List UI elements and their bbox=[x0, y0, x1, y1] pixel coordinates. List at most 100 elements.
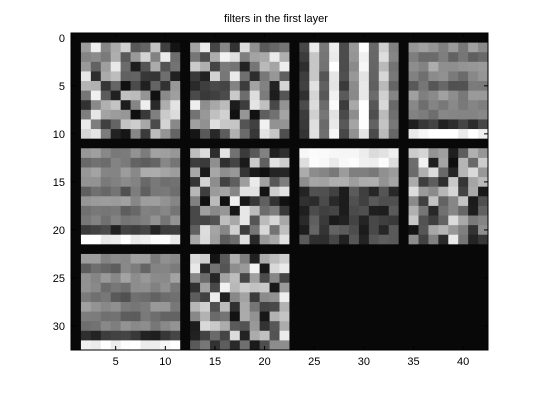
image-cell bbox=[90, 244, 102, 255]
image-cell bbox=[339, 321, 350, 332]
x-axis: 5 10 15 20 25 30 35 40 bbox=[113, 33, 469, 368]
image-cell bbox=[408, 273, 419, 284]
image-cell bbox=[140, 225, 151, 236]
image-cell bbox=[329, 215, 340, 226]
image-cell bbox=[229, 311, 241, 322]
image-cell bbox=[418, 311, 429, 322]
image-cell bbox=[368, 109, 380, 120]
image-cell bbox=[438, 129, 449, 140]
image-cell bbox=[349, 196, 360, 207]
image-cell bbox=[140, 253, 151, 264]
image-cell bbox=[388, 244, 400, 255]
image-cell bbox=[229, 42, 241, 53]
image-cell bbox=[468, 196, 479, 207]
image-cell bbox=[319, 234, 330, 245]
image-cell bbox=[210, 263, 221, 274]
image-cell bbox=[309, 225, 320, 236]
image-cell bbox=[408, 100, 419, 111]
image-cell bbox=[279, 340, 290, 351]
image-cell bbox=[438, 33, 449, 44]
image-cell bbox=[71, 71, 82, 82]
image-cell bbox=[200, 100, 211, 111]
image-cell bbox=[398, 42, 409, 53]
image-cell bbox=[309, 71, 320, 82]
image-cell bbox=[458, 273, 469, 284]
image-cell bbox=[339, 253, 350, 264]
image-cell bbox=[398, 234, 409, 245]
image-cell bbox=[388, 273, 400, 284]
image-cell bbox=[100, 129, 112, 140]
image-cell bbox=[170, 253, 181, 264]
image-cell bbox=[448, 263, 459, 274]
image-cell bbox=[358, 61, 370, 72]
image-cell bbox=[418, 177, 429, 188]
image-cell bbox=[229, 340, 241, 351]
image-cell bbox=[180, 311, 191, 322]
image-cell bbox=[468, 52, 479, 63]
image-cell bbox=[190, 186, 201, 197]
image-cell bbox=[458, 196, 469, 207]
image-cell bbox=[289, 90, 300, 101]
image-cell bbox=[448, 148, 459, 159]
image-cell bbox=[150, 129, 161, 140]
image-cell bbox=[279, 177, 290, 188]
image-cell bbox=[388, 253, 400, 264]
image-cell bbox=[458, 253, 469, 264]
image-cell bbox=[249, 340, 261, 351]
image-cell bbox=[120, 340, 131, 351]
image-cell bbox=[418, 90, 429, 101]
image-cell bbox=[299, 273, 310, 284]
image-cell bbox=[458, 138, 469, 149]
image-cell bbox=[190, 148, 201, 159]
image-cell bbox=[71, 129, 82, 140]
image-cell bbox=[339, 71, 350, 82]
image-cell bbox=[448, 100, 459, 111]
image-cell bbox=[448, 215, 459, 226]
image-cell bbox=[438, 321, 449, 332]
image-cell bbox=[150, 340, 161, 351]
image-cell bbox=[458, 282, 469, 293]
image-cell bbox=[259, 71, 270, 82]
image-cell bbox=[190, 61, 201, 72]
image-cell bbox=[468, 138, 479, 149]
image-cell bbox=[458, 234, 469, 245]
image-cell bbox=[110, 157, 122, 168]
image-cell bbox=[378, 42, 390, 53]
image-cell bbox=[80, 167, 92, 178]
image-cell bbox=[309, 244, 320, 255]
image-cell bbox=[438, 138, 449, 149]
image-cell bbox=[289, 263, 300, 274]
image-cell bbox=[398, 109, 409, 120]
image-cell bbox=[140, 100, 151, 111]
image-cell bbox=[329, 340, 340, 351]
image-cell bbox=[180, 253, 191, 264]
image-cell bbox=[150, 42, 161, 53]
image-cell bbox=[368, 119, 380, 130]
image-cell bbox=[219, 196, 231, 207]
x-tick-label: 15 bbox=[209, 356, 221, 368]
image-cell bbox=[269, 33, 280, 44]
image-cell bbox=[71, 61, 82, 72]
image-cell bbox=[358, 186, 370, 197]
image-cell bbox=[71, 244, 82, 255]
image-cell bbox=[180, 90, 191, 101]
image-cell bbox=[140, 71, 151, 82]
image-cell bbox=[388, 225, 400, 236]
image-cell bbox=[408, 177, 419, 188]
image-cell bbox=[229, 81, 241, 92]
image-cell bbox=[259, 301, 270, 312]
x-tick-label: 35 bbox=[407, 356, 419, 368]
image-cell bbox=[210, 205, 221, 216]
image-cell bbox=[110, 311, 122, 322]
image-cell bbox=[468, 109, 479, 120]
image-cell bbox=[269, 167, 280, 178]
image-cell bbox=[150, 109, 161, 120]
image-cell bbox=[160, 196, 171, 207]
image-cell bbox=[309, 186, 320, 197]
image-cell bbox=[299, 321, 310, 332]
image-cell bbox=[80, 157, 92, 168]
image-cell bbox=[299, 234, 310, 245]
image-cell bbox=[130, 71, 141, 82]
image-cell bbox=[309, 119, 320, 130]
image-cell bbox=[249, 100, 261, 111]
